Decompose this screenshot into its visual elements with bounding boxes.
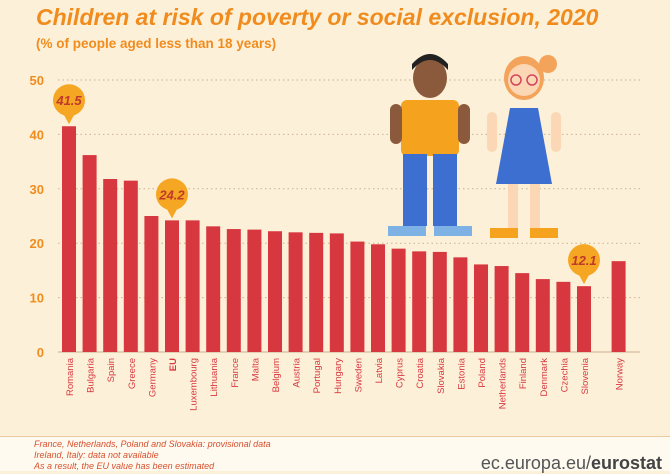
bar-czechia [556, 281, 571, 352]
category-label: France [230, 358, 241, 388]
boy-figure [388, 54, 472, 236]
category-label: Germany [147, 358, 158, 397]
bar-portugal [309, 232, 324, 352]
bar-latvia [371, 244, 385, 352]
bar-norway [611, 261, 626, 352]
girl-figure [487, 55, 561, 238]
category-label: Denmark [539, 358, 550, 397]
bar-finland [515, 273, 530, 352]
footer: France, Netherlands, Poland and Slovakia… [0, 436, 670, 473]
bar-denmark [535, 279, 550, 352]
category-label: Romania [65, 357, 76, 396]
category-label: Malta [250, 357, 261, 381]
footnote: France, Netherlands, Poland and Slovakia… [34, 439, 271, 449]
callout-pointer [166, 207, 178, 219]
bar-estonia [453, 257, 468, 352]
category-label: Norway [615, 358, 626, 390]
category-label: Poland [477, 358, 488, 388]
bar-romania [62, 126, 76, 353]
category-label: Hungary [333, 358, 344, 394]
callout-badge [568, 244, 600, 277]
chart-title: Children at risk of poverty or social ex… [36, 4, 599, 30]
bar-bulgaria [82, 155, 97, 352]
callout-label: 41.5 [55, 93, 82, 108]
bar-eu [165, 220, 179, 352]
category-label: Bulgaria [86, 357, 97, 393]
bar-germany [144, 216, 159, 352]
callouts: 41.5 24.2 12.1 [53, 84, 600, 285]
category-label: Spain [106, 358, 117, 382]
y-tick-label: 0 [37, 345, 44, 360]
category-labels: Romania Bulgaria Spain Greece Germany EU Luxem… [65, 357, 626, 411]
bar-austria [288, 232, 303, 352]
y-tick-label: 50 [30, 73, 44, 88]
bar-sweden [350, 241, 365, 352]
bar-cyprus [391, 248, 406, 352]
category-label: Latvia [374, 357, 385, 383]
bar-poland [474, 264, 488, 352]
category-label: Luxembourg [189, 358, 200, 411]
category-label: Sweden [353, 358, 364, 392]
bar-slovenia [577, 286, 591, 352]
callout-label: 24.2 [158, 187, 185, 202]
callout-label: 12.1 [571, 253, 596, 268]
bar-netherlands [494, 266, 509, 352]
callout-pointer [63, 113, 75, 125]
bar-spain [103, 179, 118, 352]
category-label: Slovakia [436, 357, 447, 394]
bars [62, 126, 626, 353]
y-tick-label: 10 [30, 291, 44, 306]
category-label: Finland [518, 358, 529, 389]
children-illustration [388, 54, 561, 238]
y-tick-label: 40 [30, 127, 44, 142]
category-label: Estonia [456, 357, 467, 389]
bar-malta [247, 229, 262, 352]
bar-france [226, 229, 241, 352]
category-label: Austria [292, 357, 303, 387]
category-label: Netherlands [498, 358, 509, 409]
category-label: Croatia [415, 357, 426, 388]
category-label: EU [168, 358, 179, 371]
bar-belgium [268, 231, 282, 352]
bar-slovakia [432, 251, 447, 352]
bar-lithuania [206, 226, 221, 352]
bar-luxembourg [185, 220, 200, 352]
bar-croatia [412, 251, 427, 352]
bar-chart: 0 10 20 30 40 50 [30, 54, 640, 411]
category-label: Greece [127, 358, 138, 389]
category-label: Lithuania [209, 357, 220, 396]
footnote: As a result, the EU value has been estim… [34, 461, 215, 471]
category-label: Cyprus [395, 358, 406, 388]
callout-badge [156, 178, 188, 211]
callout-badge [53, 84, 85, 117]
category-label: Portugal [312, 358, 323, 393]
category-label: Belgium [271, 358, 282, 392]
source-link[interactable]: ec.europa.eu/eurostat [480, 453, 662, 473]
category-label: Czechia [559, 357, 570, 392]
bar-greece [123, 180, 138, 352]
chart-subtitle: (% of people aged less than 18 years) [36, 36, 277, 51]
y-tick-label: 20 [30, 236, 44, 251]
footnote: Ireland, Italy: data not available [34, 450, 159, 460]
bar-hungary [329, 233, 344, 352]
category-label: Slovenia [580, 357, 591, 394]
callout-pointer [578, 273, 590, 285]
y-tick-label: 30 [30, 182, 44, 197]
